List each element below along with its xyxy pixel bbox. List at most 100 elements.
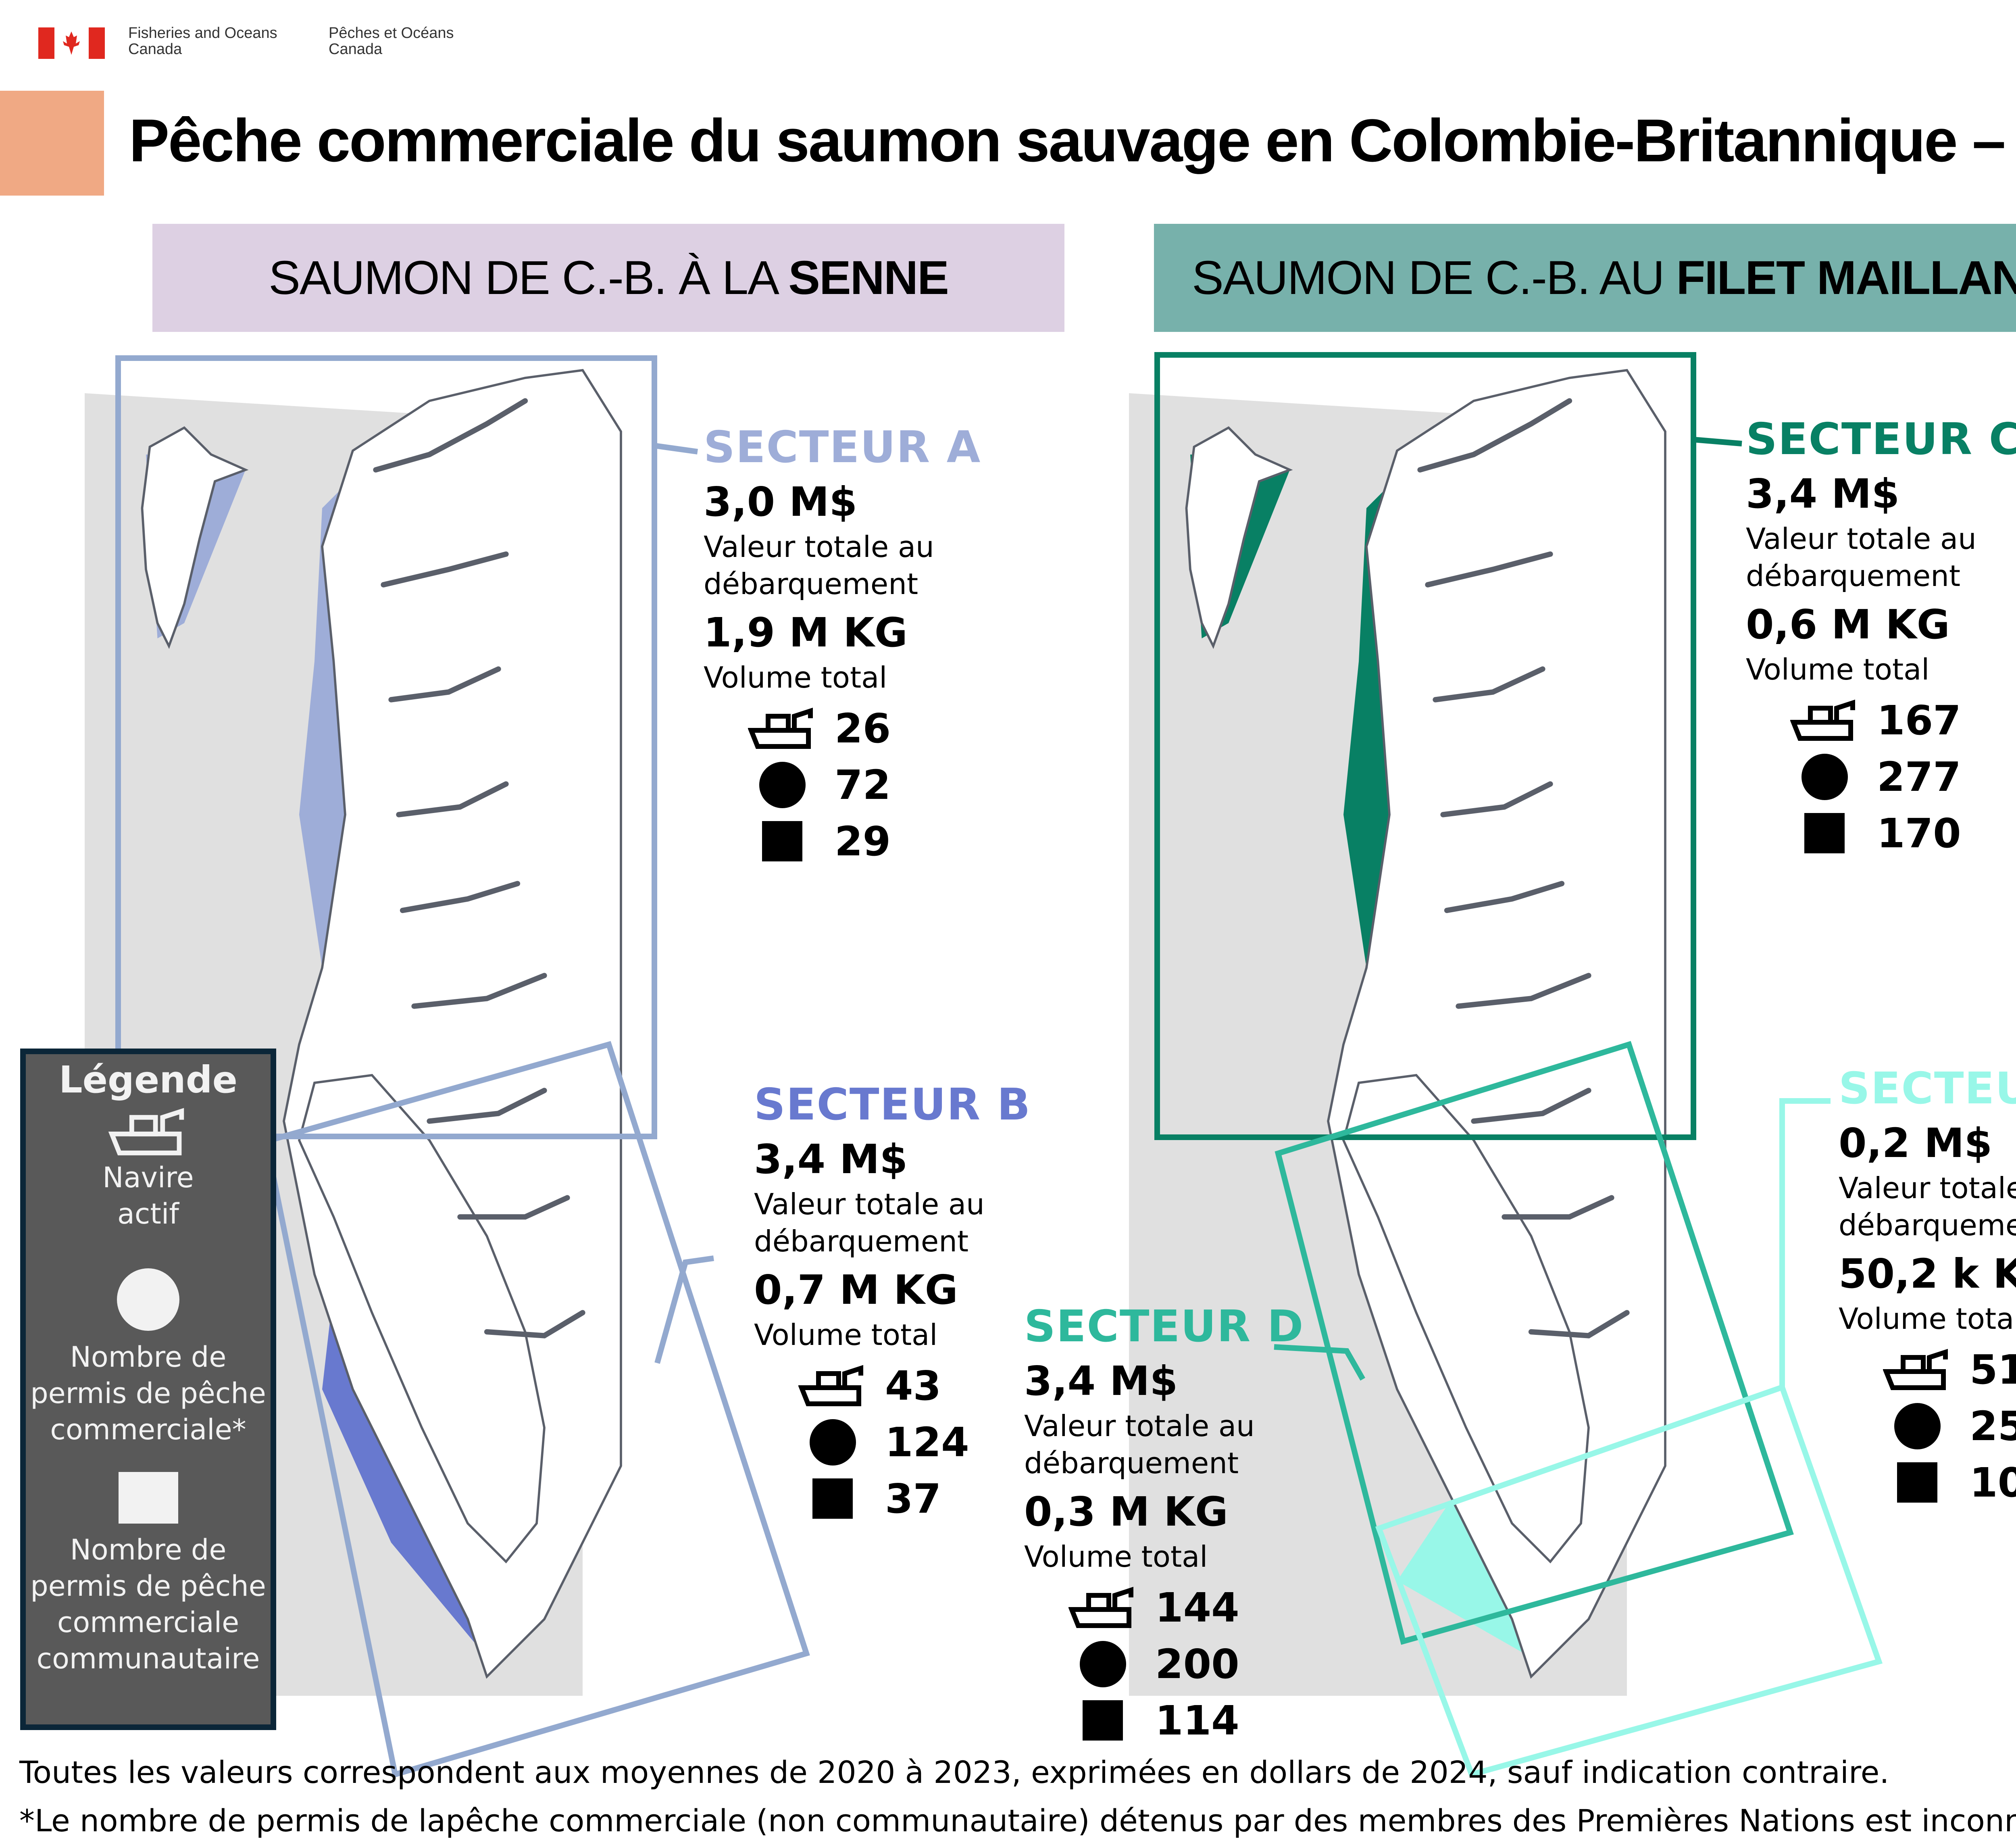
- vessel-count: 26: [835, 705, 891, 752]
- value-label-line2: débarquement: [754, 1224, 969, 1258]
- commercial-licence-count: 200: [1155, 1640, 1239, 1688]
- vessel-count: 144: [1155, 1584, 1239, 1631]
- commercial-licence-stat: 277: [1784, 748, 2016, 805]
- square-icon: [1062, 1696, 1143, 1745]
- circle-icon: [1877, 1402, 1958, 1450]
- legend-title: Légende: [58, 1058, 238, 1101]
- circle-icon: [1784, 753, 1865, 801]
- square-icon: [1784, 809, 1865, 857]
- org-en-line2: Canada: [128, 41, 182, 58]
- tab-gillnet-bold: FILET MAILLANT: [1676, 251, 2016, 304]
- value-label-line2: débarquement: [704, 567, 918, 601]
- boat-icon: [792, 1361, 873, 1410]
- org-name-fr: Pêches et Océans Canada: [329, 25, 454, 57]
- circle-icon: [742, 761, 823, 809]
- commercial-licence-stat: 72: [742, 757, 981, 813]
- legend-communal-line3: commerciale: [57, 1606, 240, 1639]
- legend-vessel-line2: actif: [117, 1197, 179, 1230]
- vessel-stat: 26: [742, 700, 981, 757]
- sector-e-value: 0,2 M$: [1839, 1120, 1993, 1167]
- commercial-licence-count: 256: [1970, 1402, 2016, 1450]
- sector-a-value: 3,0 M$: [704, 478, 858, 525]
- sector-d-value: 3,4 M$: [1024, 1357, 1178, 1405]
- commercial-licence-count: 72: [835, 761, 891, 809]
- boat-icon: [742, 704, 823, 753]
- canada-flag-icon: [38, 27, 105, 59]
- volume-label: Volume total: [1746, 653, 1930, 686]
- boat-icon: [1062, 1583, 1143, 1632]
- communal-licence-stat: 170: [1784, 805, 2016, 861]
- sector-d-name: SECTEUR D: [1024, 1301, 1304, 1352]
- sector-c-panel: SECTEUR C 3,4 M$ Valeur totale au débarq…: [1746, 415, 2016, 861]
- sector-e-box: [1375, 1384, 1883, 1778]
- legend-communal-line4: communautaire: [36, 1642, 260, 1675]
- sector-b-value: 3,4 M$: [754, 1136, 908, 1183]
- volume-label: Volume total: [704, 661, 887, 694]
- boat-icon: [1877, 1345, 1958, 1394]
- legend-commercial-line2: permis de pêche: [30, 1377, 266, 1410]
- vessel-count: 51: [1970, 1346, 2016, 1393]
- legend-commercial-line1: Nombre de: [70, 1340, 227, 1374]
- sector-b-volume: 0,7 M KG: [754, 1266, 958, 1313]
- vessel-stat: 144: [1062, 1579, 1304, 1636]
- sector-e-name: SECTEUR E: [1839, 1063, 2016, 1114]
- volume-label: Volume total: [754, 1318, 938, 1352]
- sector-a-box: [115, 355, 657, 1139]
- value-label-line2: débarquement: [1746, 559, 1961, 593]
- sector-d-panel: SECTEUR D 3,4 M$ Valeur totale au débarq…: [1024, 1303, 1304, 1749]
- tab-gillnet: SAUMON DE C.-B. AU FILET MAILLANT: [1154, 224, 2016, 332]
- commercial-licence-stat: 124: [792, 1414, 1031, 1470]
- sector-c-value: 3,4 M$: [1746, 470, 1900, 517]
- communal-licence-count: 100: [1970, 1459, 2016, 1506]
- circle-icon: [1062, 1640, 1143, 1688]
- org-fr-line1: Pêches et Océans: [329, 25, 454, 42]
- communal-licence-stat: 114: [1062, 1692, 1304, 1749]
- square-icon: [1877, 1458, 1958, 1507]
- commercial-licence-stat: 200: [1062, 1636, 1304, 1692]
- sector-e-panel: SECTEUR E 0,2 M$ Valeur totale au débarq…: [1839, 1065, 2016, 1511]
- value-label-line1: Valeur totale au: [1746, 522, 1976, 556]
- sector-a-name: SECTEUR A: [704, 422, 981, 473]
- value-label-line1: Valeur totale au: [1839, 1171, 2016, 1205]
- communal-licence-count: 37: [885, 1475, 941, 1522]
- sector-d-box: [1275, 1041, 1794, 1645]
- sector-c-box: [1154, 352, 1696, 1140]
- sector-b-name: SECTEUR B: [754, 1080, 1031, 1130]
- footnote-first-nations: *Le nombre de permis de lapêche commerci…: [19, 1803, 2016, 1839]
- tab-seine-prefix: SAUMON DE C.-B. À LA: [269, 251, 789, 304]
- vessel-stat: 167: [1784, 692, 2016, 748]
- volume-label: Volume total: [1024, 1540, 1208, 1574]
- square-icon: [792, 1474, 873, 1523]
- value-label-line1: Valeur totale au: [1024, 1409, 1255, 1443]
- communal-licence-stat: 37: [792, 1470, 1031, 1527]
- sector-b-panel: SECTEUR B 3,4 M$ Valeur totale au débarq…: [754, 1081, 1031, 1527]
- vessel-count: 167: [1877, 696, 1961, 744]
- page-title: Pêche commerciale du saumon sauvage en C…: [129, 106, 2016, 174]
- square-icon: [742, 817, 823, 865]
- vessel-count: 43: [885, 1362, 941, 1409]
- legend-communal-line1: Nombre de: [70, 1533, 227, 1566]
- communal-licence-count: 114: [1155, 1697, 1239, 1744]
- communal-licence-stat: 100: [1877, 1454, 2016, 1511]
- sector-b-box: [262, 1041, 810, 1778]
- tab-seine-bold: SENNE: [788, 251, 949, 304]
- sector-e-volume: 50,2 k KG: [1839, 1250, 2016, 1297]
- tab-seine: SAUMON DE C.-B. À LA SENNE: [152, 224, 1064, 332]
- legend-communal-line2: permis de pêche: [30, 1570, 266, 1603]
- communal-licence-stat: 29: [742, 813, 981, 869]
- boat-icon: [26, 1105, 271, 1159]
- tab-gillnet-prefix: SAUMON DE C.-B. AU: [1192, 251, 1677, 304]
- communal-licence-count: 29: [835, 817, 891, 865]
- accent-block: [0, 91, 104, 196]
- org-fr-line2: Canada: [329, 41, 383, 58]
- communal-licence-count: 170: [1877, 809, 1961, 857]
- value-label-line1: Valeur totale au: [754, 1187, 985, 1221]
- commercial-licence-count: 277: [1877, 753, 1961, 801]
- vessel-stat: 51: [1877, 1341, 2016, 1398]
- sector-a-panel: SECTEUR A 3,0 M$ Valeur totale au débarq…: [704, 423, 981, 869]
- org-name-en: Fisheries and Oceans Canada: [128, 25, 277, 57]
- sector-a-volume: 1,9 M KG: [704, 609, 908, 656]
- org-en-line1: Fisheries and Oceans: [128, 25, 277, 42]
- commercial-licence-count: 124: [885, 1418, 969, 1466]
